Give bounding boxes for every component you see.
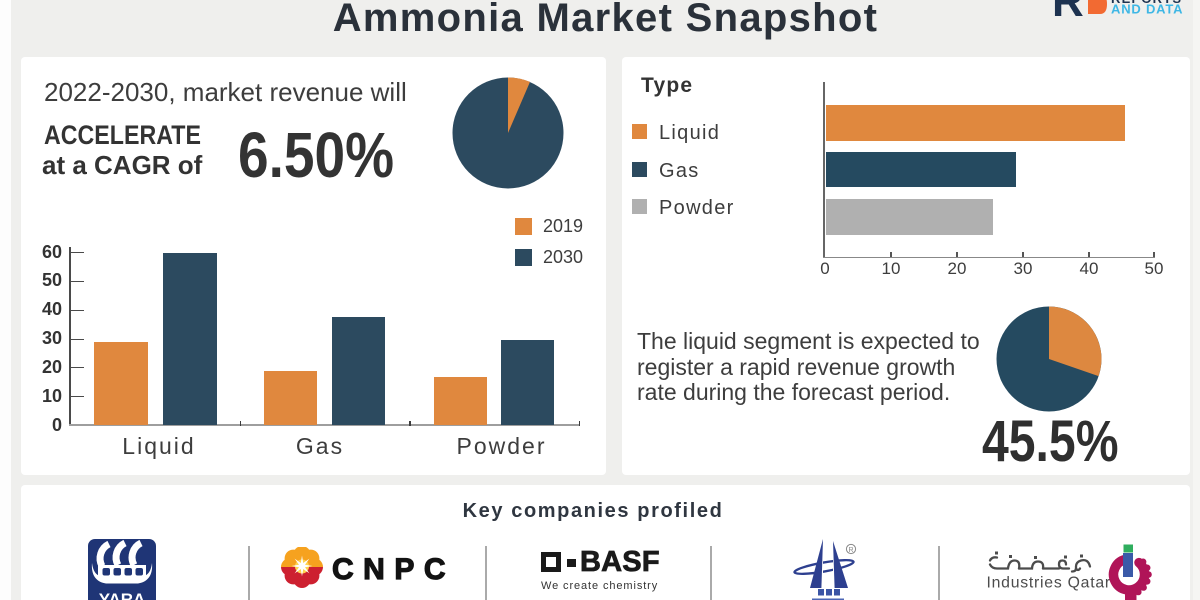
- svg-text:YARA: YARA: [99, 590, 146, 600]
- svg-text:AND DATA: AND DATA: [1111, 2, 1183, 17]
- svg-text:Industries Qatar: Industries Qatar: [987, 575, 1111, 592]
- svg-text:REPORTS: REPORTS: [1111, 0, 1182, 6]
- svg-text:R: R: [848, 547, 853, 554]
- svg-text:R: R: [1052, 0, 1084, 22]
